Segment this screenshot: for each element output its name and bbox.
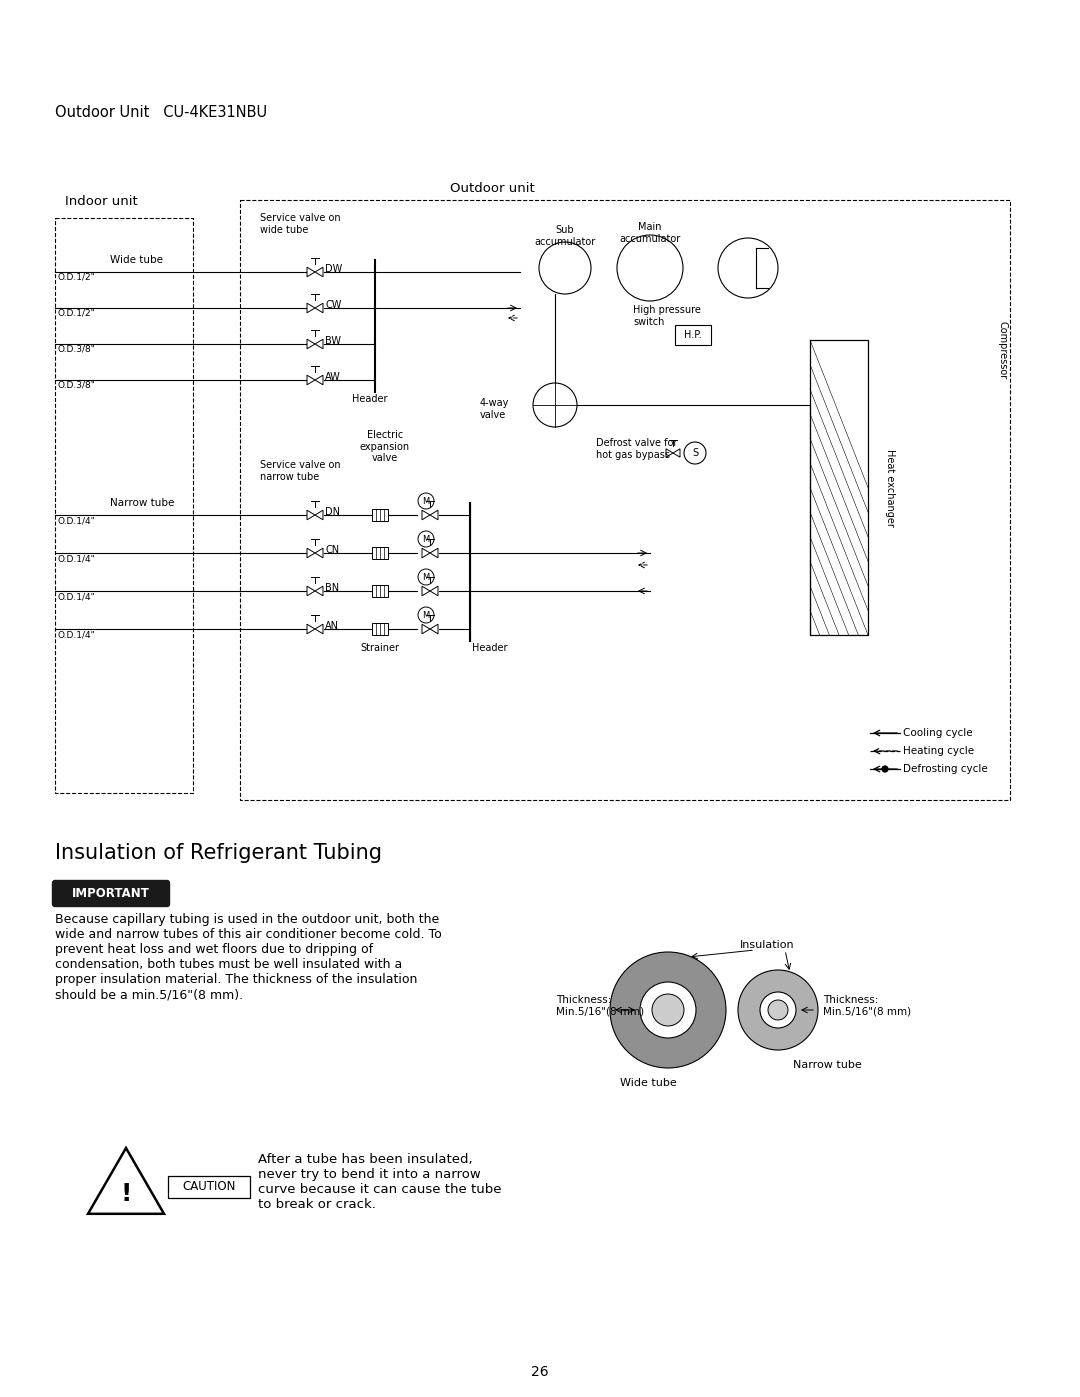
Text: S: S bbox=[692, 448, 698, 458]
Polygon shape bbox=[315, 339, 323, 349]
Text: M: M bbox=[422, 610, 430, 619]
Text: O.D.3/8": O.D.3/8" bbox=[57, 381, 95, 390]
Text: O.D.3/8": O.D.3/8" bbox=[57, 345, 95, 353]
Bar bbox=[372, 623, 388, 636]
Bar bbox=[372, 509, 388, 521]
Circle shape bbox=[882, 766, 888, 773]
Text: BN: BN bbox=[325, 583, 339, 592]
Text: Electric
expansion
valve: Electric expansion valve bbox=[360, 430, 410, 464]
Text: O.D.1/2": O.D.1/2" bbox=[57, 309, 95, 319]
Polygon shape bbox=[307, 587, 315, 595]
Polygon shape bbox=[430, 548, 438, 557]
Polygon shape bbox=[307, 339, 315, 349]
Text: M: M bbox=[422, 573, 430, 581]
Text: Thickness:
Min.5/16"(8 mm): Thickness: Min.5/16"(8 mm) bbox=[556, 995, 644, 1017]
Polygon shape bbox=[422, 548, 430, 557]
Text: Because capillary tubing is used in the outdoor unit, both the
wide and narrow t: Because capillary tubing is used in the … bbox=[55, 914, 442, 1002]
Circle shape bbox=[640, 982, 696, 1038]
Polygon shape bbox=[315, 587, 323, 595]
Circle shape bbox=[768, 1000, 788, 1020]
Polygon shape bbox=[307, 510, 315, 520]
Bar bbox=[372, 585, 388, 597]
Text: Sub
accumulator: Sub accumulator bbox=[535, 225, 596, 247]
Text: Outdoor Unit   CU-4KE31NBU: Outdoor Unit CU-4KE31NBU bbox=[55, 105, 267, 120]
Text: DN: DN bbox=[325, 507, 340, 517]
Polygon shape bbox=[666, 448, 673, 457]
Text: CN: CN bbox=[325, 545, 339, 555]
Bar bbox=[810, 339, 868, 636]
Text: 26: 26 bbox=[531, 1365, 549, 1379]
Text: Wide tube: Wide tube bbox=[620, 1078, 676, 1088]
Polygon shape bbox=[422, 624, 430, 634]
Text: O.D.1/4": O.D.1/4" bbox=[57, 630, 95, 638]
Text: O.D.1/4": O.D.1/4" bbox=[57, 555, 95, 563]
Polygon shape bbox=[307, 303, 315, 313]
Text: Strainer: Strainer bbox=[361, 643, 400, 652]
Circle shape bbox=[652, 995, 684, 1025]
Polygon shape bbox=[315, 267, 323, 277]
Text: Narrow tube: Narrow tube bbox=[793, 1060, 862, 1070]
Polygon shape bbox=[307, 267, 315, 277]
FancyBboxPatch shape bbox=[53, 880, 170, 907]
Circle shape bbox=[760, 992, 796, 1028]
Text: Compressor: Compressor bbox=[997, 321, 1007, 379]
Text: CW: CW bbox=[325, 300, 341, 310]
Text: After a tube has been insulated,
never try to bend it into a narrow
curve becaus: After a tube has been insulated, never t… bbox=[258, 1153, 501, 1211]
Text: High pressure
switch: High pressure switch bbox=[633, 305, 701, 327]
Text: Header: Header bbox=[352, 394, 388, 404]
Text: Header: Header bbox=[472, 643, 508, 652]
Polygon shape bbox=[430, 624, 438, 634]
Polygon shape bbox=[307, 624, 315, 634]
Polygon shape bbox=[315, 376, 323, 384]
Bar bbox=[240, 200, 1010, 800]
Text: Indoor unit: Indoor unit bbox=[65, 196, 138, 208]
Text: Defrosting cycle: Defrosting cycle bbox=[903, 764, 988, 774]
Text: Wide tube: Wide tube bbox=[110, 256, 163, 265]
Text: AW: AW bbox=[325, 372, 341, 381]
Text: Cooling cycle: Cooling cycle bbox=[903, 728, 973, 738]
Text: O.D.1/2": O.D.1/2" bbox=[57, 272, 95, 282]
Polygon shape bbox=[307, 376, 315, 384]
Text: H.P.: H.P. bbox=[684, 330, 702, 339]
Text: BW: BW bbox=[325, 337, 341, 346]
Polygon shape bbox=[422, 510, 430, 520]
Text: Heating cycle: Heating cycle bbox=[903, 746, 974, 756]
Polygon shape bbox=[315, 548, 323, 557]
Polygon shape bbox=[315, 303, 323, 313]
Text: IMPORTANT: IMPORTANT bbox=[72, 887, 150, 900]
Bar bbox=[168, 1176, 249, 1199]
Bar bbox=[372, 548, 388, 559]
Text: Heat exchanger: Heat exchanger bbox=[885, 448, 895, 527]
Text: Service valve on
narrow tube: Service valve on narrow tube bbox=[260, 460, 340, 482]
Bar bbox=[675, 326, 711, 345]
Text: Main
accumulator: Main accumulator bbox=[619, 222, 680, 243]
Polygon shape bbox=[87, 1148, 164, 1214]
Text: AN: AN bbox=[325, 622, 339, 631]
Polygon shape bbox=[315, 624, 323, 634]
Text: Narrow tube: Narrow tube bbox=[110, 497, 174, 509]
Polygon shape bbox=[430, 510, 438, 520]
Text: Outdoor unit: Outdoor unit bbox=[450, 182, 535, 196]
Polygon shape bbox=[307, 548, 315, 557]
Polygon shape bbox=[430, 587, 438, 595]
Text: M: M bbox=[422, 535, 430, 543]
Text: 4-way
valve: 4-way valve bbox=[480, 398, 510, 419]
Text: M: M bbox=[422, 496, 430, 506]
Text: DW: DW bbox=[325, 264, 342, 274]
Circle shape bbox=[610, 951, 726, 1067]
Polygon shape bbox=[673, 448, 680, 457]
Text: O.D.1/4": O.D.1/4" bbox=[57, 592, 95, 601]
Text: Insulation of Refrigerant Tubing: Insulation of Refrigerant Tubing bbox=[55, 842, 382, 863]
Polygon shape bbox=[315, 510, 323, 520]
Text: Service valve on
wide tube: Service valve on wide tube bbox=[260, 212, 340, 235]
Circle shape bbox=[738, 970, 818, 1051]
Text: Thickness:
Min.5/16"(8 mm): Thickness: Min.5/16"(8 mm) bbox=[823, 995, 912, 1017]
Text: Defrost valve for
hot gas bypass: Defrost valve for hot gas bypass bbox=[596, 439, 677, 460]
Bar bbox=[55, 218, 193, 793]
Text: Insulation: Insulation bbox=[740, 940, 795, 950]
Text: O.D.1/4": O.D.1/4" bbox=[57, 515, 95, 525]
Polygon shape bbox=[422, 587, 430, 595]
Text: CAUTION: CAUTION bbox=[183, 1180, 235, 1193]
Text: !: ! bbox=[120, 1182, 132, 1206]
